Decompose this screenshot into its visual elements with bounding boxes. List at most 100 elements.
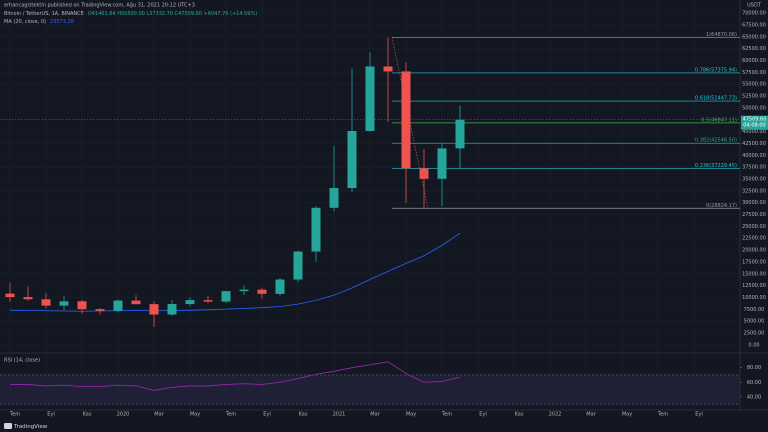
x-tick-label: Eyl bbox=[479, 412, 487, 418]
y-tick-label: 12500.00 bbox=[742, 283, 766, 289]
x-tick-label: Mar bbox=[154, 412, 164, 418]
x-tick-label: Eyl bbox=[263, 412, 271, 418]
x-tick-label: Eyl bbox=[47, 412, 55, 418]
ma-legend: MA (20, close, 0) 23573.28 bbox=[4, 19, 74, 25]
x-tick-label: Tem bbox=[441, 412, 452, 418]
y-tick-label: 10000.00 bbox=[742, 295, 766, 301]
y-tick-label: 60000.00 bbox=[742, 58, 766, 64]
fib-label: 0.382(42546.50) bbox=[695, 138, 737, 144]
x-tick-label: May bbox=[622, 412, 632, 418]
x-tick-label: 2021 bbox=[333, 412, 346, 418]
y-tick-label: 25000.00 bbox=[742, 224, 766, 230]
x-tick-label: Kas bbox=[515, 412, 524, 418]
candle-body bbox=[383, 66, 393, 72]
y-tick-label: 62500.00 bbox=[742, 46, 766, 52]
candle-body bbox=[311, 207, 321, 252]
candle-body bbox=[365, 66, 375, 131]
y-tick-label: 55000.00 bbox=[742, 82, 766, 88]
y-tick-label: 22500.00 bbox=[742, 236, 766, 242]
x-tick-label: Tem bbox=[9, 412, 20, 418]
y-tick-label: 70000.00 bbox=[742, 11, 766, 17]
y-tick-label: 15000.00 bbox=[742, 271, 766, 277]
x-tick-label: May bbox=[190, 412, 200, 418]
y-tick-label: 5000.00 bbox=[744, 319, 765, 325]
y-tick-label: 20000.00 bbox=[742, 248, 766, 254]
candle-body bbox=[95, 309, 105, 311]
x-tick-label: Tem bbox=[657, 412, 668, 418]
x-tick-label: 2022 bbox=[549, 412, 562, 418]
candle-body bbox=[347, 130, 357, 189]
x-tick-label: Mar bbox=[370, 412, 380, 418]
y-tick-label: 7500.00 bbox=[744, 307, 765, 313]
fib-label: 0.786(57375.94) bbox=[695, 67, 737, 73]
candle-body bbox=[437, 148, 447, 179]
marks: 1(64870.06) 0.786(57375.94) 0.618(51447.73… bbox=[0, 32, 740, 391]
logo-icon bbox=[4, 423, 12, 429]
y-tick-label: 0.00 bbox=[748, 342, 759, 348]
candle-body bbox=[23, 297, 33, 300]
candle-body bbox=[293, 251, 303, 280]
y-tick-label: 32500.00 bbox=[742, 188, 766, 194]
x-tick-label: Tem bbox=[225, 412, 236, 418]
x-tick-label: Kas bbox=[83, 412, 92, 418]
y-tick-label: 17500.00 bbox=[742, 259, 766, 265]
symbol-line: Bitcoin / TetherUS, 1A, BINANCE O41461.84… bbox=[4, 11, 257, 17]
y-tick-label: 2500.00 bbox=[744, 331, 765, 337]
candle-body bbox=[455, 119, 465, 149]
fib-label: 1(64870.06) bbox=[706, 32, 737, 38]
y-tick-label: 50000.00 bbox=[742, 105, 766, 111]
currency: USDT bbox=[747, 3, 762, 9]
candle-body bbox=[185, 300, 195, 305]
footer-logo: TradingView bbox=[13, 424, 48, 430]
y-tick-label: 37500.00 bbox=[742, 165, 766, 171]
ohlc: O41461.84 H50500.00 L37332.70 C47509.60 … bbox=[88, 11, 257, 17]
candle-body bbox=[329, 188, 339, 208]
candle-body bbox=[221, 291, 231, 302]
rsi-line bbox=[10, 361, 461, 391]
x-tick-label: May bbox=[406, 412, 416, 418]
y-tick-label: 27500.00 bbox=[742, 212, 766, 218]
rsi-tick-label: 60.00 bbox=[747, 380, 761, 386]
candle-body bbox=[257, 289, 267, 294]
rsi-legend: RSI (14, close) bbox=[4, 358, 40, 364]
publisher: erhancagistektin published on TradingVie… bbox=[4, 2, 195, 9]
fib-label: 0.618(51447.73) bbox=[695, 96, 737, 102]
candle-body bbox=[401, 71, 411, 169]
ma-name: MA (20, close, 0) bbox=[4, 19, 46, 25]
fib-label: 0.236(37229.45) bbox=[695, 163, 737, 169]
y-tick-label: 35000.00 bbox=[742, 177, 766, 183]
ma-value: 23573.28 bbox=[50, 19, 74, 25]
candle-body bbox=[275, 279, 285, 294]
candle-body bbox=[419, 168, 429, 179]
candle-body bbox=[59, 301, 69, 306]
rsi-tick-label: 40.00 bbox=[747, 394, 761, 400]
grid bbox=[0, 374, 740, 405]
candle-body bbox=[41, 299, 51, 306]
fib-label: 0(28824.17) bbox=[706, 203, 737, 209]
y-tick-label: 42500.00 bbox=[742, 141, 766, 147]
y-tick-label: 57500.00 bbox=[742, 70, 766, 76]
x-tick-label: Mar bbox=[586, 412, 596, 418]
last-price-box bbox=[741, 115, 768, 130]
y-tick-label: 30000.00 bbox=[742, 200, 766, 206]
y-tick-label: 52500.00 bbox=[742, 94, 766, 100]
y-tick-label: 45000.00 bbox=[742, 129, 766, 135]
fib-label: 0.5(46847.11) bbox=[701, 117, 737, 123]
candle-body bbox=[167, 304, 177, 315]
candle-body bbox=[131, 300, 141, 305]
x-tick-label: 2020 bbox=[117, 412, 130, 418]
rsi-tick-label: 80.00 bbox=[747, 365, 761, 371]
candle-body bbox=[203, 300, 213, 302]
candle-body bbox=[239, 289, 249, 292]
candle-body bbox=[149, 304, 159, 315]
candle-body bbox=[113, 300, 123, 311]
y-tick-label: 67500.00 bbox=[742, 22, 766, 28]
x-tick-label: Eyl bbox=[695, 412, 703, 418]
candle-body bbox=[77, 301, 87, 310]
candle-body bbox=[5, 293, 15, 298]
ma-line bbox=[9, 232, 461, 312]
last-price-label: 47509.60 bbox=[743, 117, 767, 123]
